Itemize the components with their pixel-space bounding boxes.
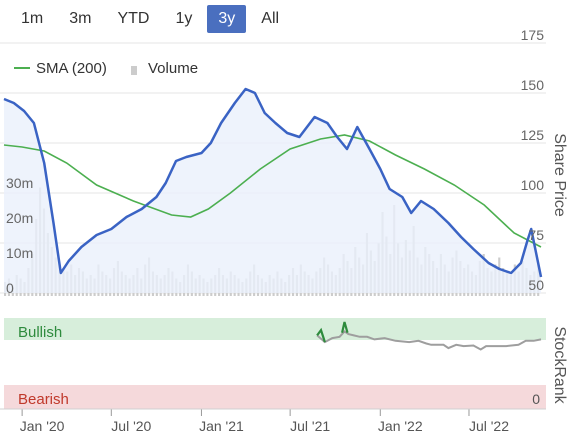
volume-tick-label: 10m — [6, 245, 33, 261]
range-tab-ytd[interactable]: YTD — [117, 10, 150, 27]
price-tick-label: 100 — [521, 177, 545, 193]
price-area — [4, 89, 541, 293]
sma-200-line — [3, 134, 542, 248]
bullish-band — [4, 318, 546, 340]
stockrank-bullish-segment — [316, 327, 326, 343]
x-tick-label: Jan '22 — [378, 418, 423, 434]
x-tick-label: Jul '21 — [290, 418, 330, 434]
x-tick-label: Jan '20 — [20, 418, 65, 434]
volume-axis-ticks: 30m 20m 10m 0 — [6, 175, 33, 296]
price-tick-label: 125 — [521, 127, 545, 143]
x-tick-label: Jul '20 — [111, 418, 151, 434]
volume-tick-label: 0 — [6, 280, 14, 296]
price-axis-ticks: 175 150 125 100 75 50 — [521, 27, 545, 293]
range-tab-3m[interactable]: 3m — [69, 10, 92, 27]
range-tab-1m[interactable]: 1m — [21, 10, 44, 27]
x-tick-label: Jan '21 — [199, 418, 244, 434]
bullish-label: Bullish — [18, 324, 62, 341]
range-tab-all[interactable]: All — [261, 10, 280, 27]
stockrank-axis-title: StockRank — [551, 326, 568, 404]
range-tab-3y[interactable]: 3y — [207, 5, 247, 33]
volume-tick-label: 20m — [6, 210, 33, 226]
volume-legend-label[interactable]: Volume — [148, 60, 198, 77]
chart-legend: SMA (200) Volume — [14, 60, 198, 77]
stockrank-line — [316, 330, 542, 351]
stockrank-bullish-segment — [341, 321, 349, 333]
bearish-label: Bearish — [18, 391, 69, 408]
range-selector: 1m 3m YTD 1y 3y All — [10, 5, 290, 33]
volume-legend-swatch — [131, 66, 137, 75]
price-tick-label: 75 — [528, 227, 544, 243]
stockrank-zero-label: 0 — [532, 391, 540, 407]
bearish-band — [4, 385, 546, 409]
sma-legend-label[interactable]: SMA (200) — [36, 60, 107, 77]
range-tab-1y[interactable]: 1y — [175, 10, 193, 27]
x-tick-label: Jul '22 — [469, 418, 509, 434]
stockrank-bullish-segments — [316, 321, 349, 343]
price-line — [3, 87, 543, 278]
price-tick-label: 150 — [521, 77, 545, 93]
share-price-axis-title: Share Price — [551, 133, 568, 217]
price-tick-label: 50 — [528, 277, 544, 293]
price-tick-label: 175 — [521, 27, 545, 43]
volume-tick-label: 30m — [6, 175, 33, 191]
x-axis-ticks: Jan '20 Jul '20 Jan '21 Jul '21 Jan '22 Jul '… — [0, 408, 546, 434]
